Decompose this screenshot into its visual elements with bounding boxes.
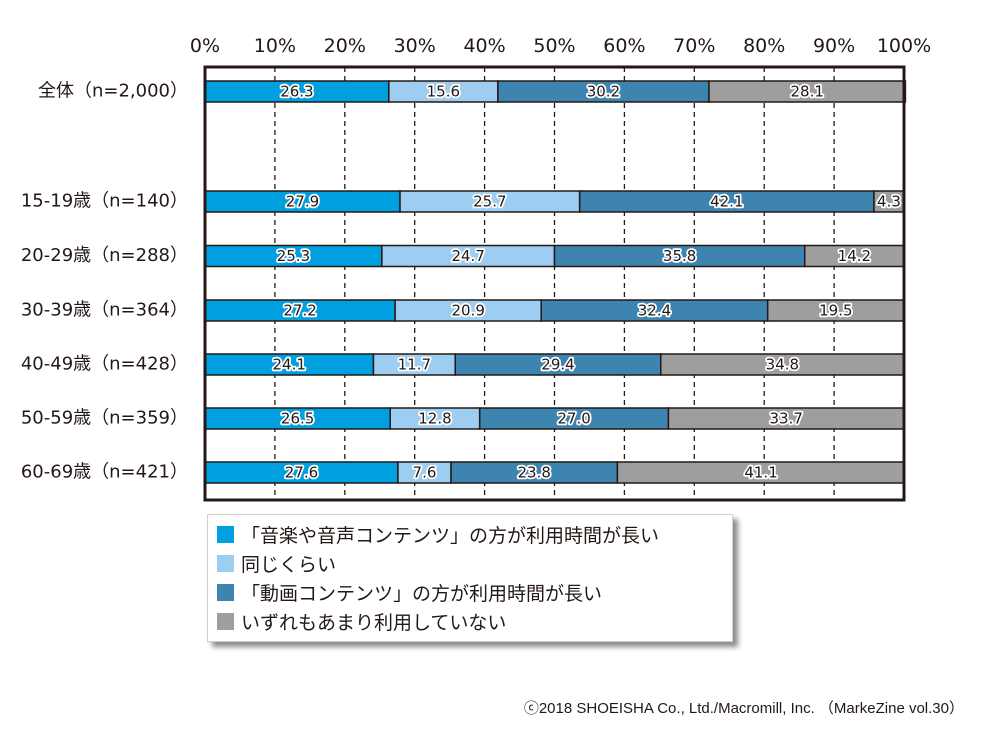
- legend-swatch: [217, 555, 234, 572]
- x-tick-label: 90%: [813, 35, 855, 57]
- data-label: 30.2: [587, 83, 620, 101]
- legend-label: 同じくらい: [241, 554, 337, 576]
- category-label: 50-59歳（n=359）: [21, 408, 188, 429]
- data-label: 28.1: [790, 83, 823, 101]
- data-label: 7.6: [413, 464, 437, 482]
- legend-swatch: [217, 526, 234, 543]
- data-label: 32.4: [638, 302, 671, 320]
- category-label: 40-49歳（n=428）: [21, 354, 188, 375]
- data-label: 24.1: [273, 356, 306, 374]
- x-tick-label: 20%: [324, 35, 366, 57]
- category-label: 15-19歳（n=140）: [21, 191, 188, 212]
- x-axis-ticks: 0% 10% 20% 30% 40% 50% 60% 70% 80% 90% 100%: [190, 35, 931, 57]
- data-label: 20.9: [451, 302, 484, 320]
- data-label: 34.8: [766, 356, 799, 374]
- legend: 「音楽や音声コンテンツ」の方が利用時間が長い 同じくらい 「動画コンテンツ」の方…: [207, 514, 733, 642]
- data-label: 27.2: [283, 302, 316, 320]
- x-tick-label: 70%: [673, 35, 715, 57]
- plot-frame: [203, 65, 906, 502]
- category-label: 全体（n=2,000）: [38, 81, 188, 102]
- x-tick-label: 40%: [463, 35, 505, 57]
- x-tick-label: 100%: [877, 35, 931, 57]
- x-tick-label: 30%: [394, 35, 436, 57]
- x-tick-label: 0%: [190, 35, 220, 57]
- bars: 26.3 15.6 30.2 28.1 27.9 25.7 42.1 4.3 25.3 24.7 3…: [204, 80, 907, 484]
- legend-label: 「動画コンテンツ」の方が利用時間が長い: [241, 583, 603, 605]
- data-label: 25.7: [473, 193, 506, 211]
- legend-item: 「動画コンテンツ」の方が利用時間が長い: [217, 578, 732, 607]
- x-tick-label: 50%: [533, 35, 575, 57]
- gridlines: [274, 67, 835, 500]
- data-label: 27.6: [285, 464, 318, 482]
- legend-item: 「音楽や音声コンテンツ」の方が利用時間が長い: [217, 520, 732, 549]
- data-label: 26.3: [280, 83, 313, 101]
- legend-swatch: [217, 613, 234, 630]
- data-label: 27.9: [286, 193, 319, 211]
- data-label: 42.1: [710, 193, 743, 211]
- data-label: 29.4: [541, 356, 574, 374]
- data-label: 19.5: [819, 302, 852, 320]
- data-label: 12.8: [418, 410, 451, 428]
- category-label: 60-69歳（n=421）: [21, 462, 188, 483]
- data-label: 23.8: [518, 464, 551, 482]
- x-tick-label: 10%: [254, 35, 296, 57]
- data-label: 11.7: [398, 356, 431, 374]
- legend-label: いずれもあまり利用していない: [241, 612, 507, 634]
- legend-swatch: [217, 584, 234, 601]
- legend-label: 「音楽や音声コンテンツ」の方が利用時間が長い: [241, 525, 660, 547]
- category-label: 20-29歳（n=288）: [21, 245, 188, 266]
- data-label: 33.7: [770, 410, 803, 428]
- legend-item: いずれもあまり利用していない: [217, 607, 732, 636]
- legend-item: 同じくらい: [217, 549, 732, 578]
- data-label: 4.3: [877, 193, 901, 211]
- category-label: 30-39歳（n=364）: [21, 300, 188, 321]
- x-tick-label: 60%: [603, 35, 645, 57]
- data-label: 35.8: [663, 247, 696, 265]
- x-tick-label: 80%: [743, 35, 785, 57]
- data-label: 15.6: [427, 83, 460, 101]
- copyright-text: ⓒ2018 SHOEISHA Co., Ltd./Macromill, Inc.…: [523, 700, 964, 717]
- category-labels: 全体（n=2,000） 15-19歳（n=140） 20-29歳（n=288） 30-…: [21, 81, 188, 483]
- data-label: 24.7: [451, 247, 484, 265]
- data-label: 27.0: [557, 410, 590, 428]
- data-label: 25.3: [277, 247, 310, 265]
- data-label: 26.5: [281, 410, 314, 428]
- data-label: 14.2: [838, 247, 871, 265]
- data-label: 41.1: [744, 464, 777, 482]
